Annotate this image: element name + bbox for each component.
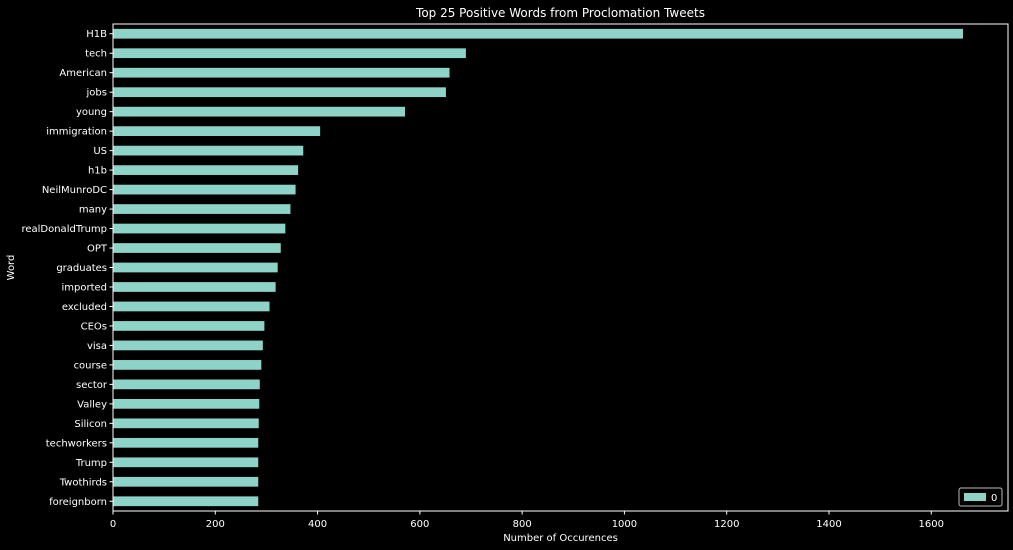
bar-CEOs xyxy=(113,321,265,331)
y-tick-label: NeilMunroDC xyxy=(42,185,107,196)
y-tick-label: Valley xyxy=(77,399,107,410)
bar-jobs xyxy=(113,87,446,98)
legend-swatch xyxy=(964,493,986,501)
bar-OPT xyxy=(113,243,281,253)
legend-label: 0 xyxy=(991,493,997,504)
bar-young xyxy=(113,106,406,117)
bar-realDonaldTrump xyxy=(113,223,286,234)
bar-imported xyxy=(113,282,276,292)
bar-H1B xyxy=(113,28,963,39)
x-tick-label: 800 xyxy=(513,519,532,530)
y-axis-title: Word xyxy=(6,255,17,281)
x-axis-title: Number of Occurences xyxy=(503,533,618,544)
y-tick-label: young xyxy=(76,107,107,118)
bar-American xyxy=(113,67,450,78)
y-tick-label: OPT xyxy=(87,244,108,255)
bar-NeilMunroDC xyxy=(113,184,296,195)
y-tick-label: foreignborn xyxy=(49,497,107,508)
y-tick-label: realDonaldTrump xyxy=(21,224,107,235)
bar-many xyxy=(113,204,291,214)
y-tick-label: American xyxy=(59,68,107,79)
x-tick-label: 1000 xyxy=(612,519,637,530)
y-tick-label: techworkers xyxy=(46,438,107,449)
bar-graduates xyxy=(113,262,278,273)
y-tick-label: h1b xyxy=(88,166,107,177)
y-tick-label: graduates xyxy=(56,263,107,274)
bar-tech xyxy=(113,48,466,59)
legend: 0 xyxy=(958,487,1003,507)
x-tick-label: 1600 xyxy=(919,519,944,530)
y-tick-labels: H1B tech American jobs young immigration US h1b… xyxy=(21,29,113,508)
bar-excluded xyxy=(113,301,270,312)
bar-US xyxy=(113,145,304,156)
y-tick-label: course xyxy=(74,360,107,371)
bar-foreignborn xyxy=(113,496,259,507)
bars-group xyxy=(113,28,963,507)
plot-frame xyxy=(112,23,1009,512)
y-tick-label: visa xyxy=(87,341,107,352)
x-tick-label: 1200 xyxy=(714,519,739,530)
y-tick-label: many xyxy=(79,205,107,216)
x-tick-label: 1400 xyxy=(816,519,841,530)
x-tick-label: 400 xyxy=(308,519,327,530)
y-tick-label: sector xyxy=(76,380,108,391)
x-tick-label: 600 xyxy=(410,519,429,530)
bar-Valley xyxy=(113,398,260,409)
bar-immigration xyxy=(113,126,321,137)
y-tick-label: H1B xyxy=(86,29,107,40)
bar-h1b xyxy=(113,165,299,175)
y-tick-label: excluded xyxy=(62,302,107,313)
bar-techworkers xyxy=(113,437,259,448)
y-tick-label: Twothirds xyxy=(59,477,107,488)
bar-course xyxy=(113,360,262,370)
bar-visa xyxy=(113,340,263,351)
x-tick-label: 0 xyxy=(110,519,116,530)
y-tick-label: imported xyxy=(61,282,107,293)
bar-Twothirds xyxy=(113,476,259,487)
x-tick-labels: 0 200 400 600 800 1000 1200 1400 1600 xyxy=(110,511,944,530)
y-tick-label: Silicon xyxy=(74,419,107,430)
bar-Trump xyxy=(113,457,259,468)
y-tick-label: Trump xyxy=(75,458,107,469)
y-tick-label: immigration xyxy=(46,127,107,138)
y-tick-label: US xyxy=(93,146,107,157)
y-tick-label: CEOs xyxy=(81,321,107,332)
bar-sector xyxy=(113,379,260,390)
chart-title: Top 25 Positive Words from Proclomation … xyxy=(415,6,705,20)
y-tick-label: tech xyxy=(85,49,107,60)
bar-Silicon xyxy=(113,418,259,429)
y-tick-label: jobs xyxy=(86,88,107,99)
x-tick-label: 200 xyxy=(206,519,225,530)
